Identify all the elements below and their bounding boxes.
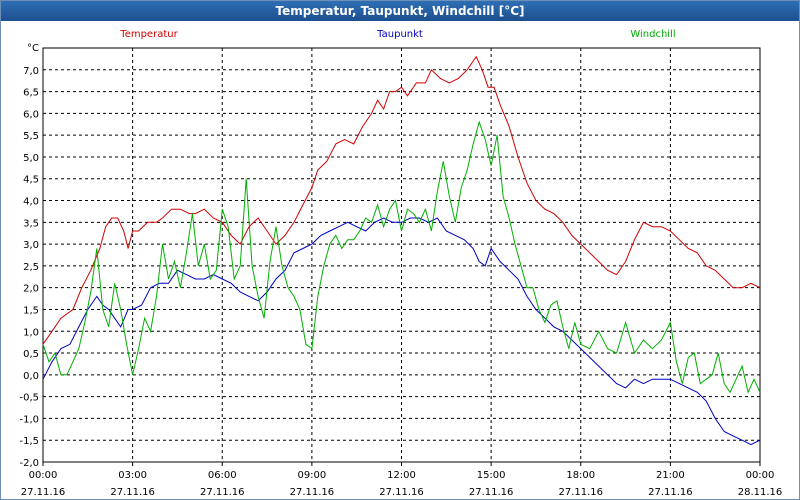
y-tick-label: 3,0 [23,240,39,251]
y-tick-label: 4,5 [23,175,39,186]
y-tick-label: 5,5 [23,131,39,142]
x-tick-date: 27.11.16 [21,487,66,498]
grid [43,48,760,463]
y-tick-label: -0,5 [19,393,39,404]
series-lines [42,55,761,446]
x-tick-date: 28.11.16 [738,487,783,498]
x-tick-date: 27.11.16 [469,487,514,498]
x-tick-date: 27.11.16 [110,487,155,498]
x-tick-time: 06:00 [208,470,237,481]
y-axis-ticks: 7,0 6,5 6,0 5,5 5,0 4,5 4,0 3,5 3,0 2,5 2,0 1,5 1,0 0… [19,66,39,469]
y-tick-label: 1,0 [23,327,39,338]
y-tick-label: 2,0 [23,284,39,295]
y-tick-label: 3,5 [23,218,39,229]
window-title: Temperatur, Taupunkt, Windchill [°C] [1,1,799,21]
x-tick-time: 15:00 [477,470,506,481]
x-tick-time: 00:00 [29,470,58,481]
y-tick-label: -1,5 [19,436,39,447]
x-tick-date: 27.11.16 [290,487,335,498]
y-tick-label: 7,0 [23,66,39,77]
legend: Temperatur Taupunkt Windchill [119,29,675,40]
legend-entry-windchill: Windchill [630,29,675,40]
y-tick-label: 1,5 [23,305,39,316]
x-axis-ticks: 00:00 27.11.16 03:00 27.11.16 06:00 27.11.16 0… [21,462,783,498]
y-tick-label: 6,0 [23,109,39,120]
y-tick-label: 2,5 [23,262,39,273]
x-tick-date: 27.11.16 [379,487,424,498]
y-axis-label: °C [27,43,39,54]
series-line-windchill [42,120,761,394]
x-tick-date: 27.11.16 [648,487,693,498]
x-tick-time: 18:00 [566,470,595,481]
series-line-taupunkt [42,217,761,446]
series-line-temperatur [42,55,761,345]
y-tick-label: 6,5 [23,88,39,99]
y-tick-label: 0,5 [23,349,39,360]
x-tick-date: 27.11.16 [558,487,603,498]
x-tick-time: 21:00 [656,470,685,481]
x-tick-time: 03:00 [118,470,147,481]
y-tick-label: 4,0 [23,197,39,208]
x-tick-time: 12:00 [387,470,416,481]
x-tick-time: 09:00 [297,470,326,481]
y-tick-label: -1,0 [19,414,39,425]
legend-entry-temperatur: Temperatur [119,29,178,40]
y-tick-label: 0,0 [23,371,39,382]
y-tick-label: 5,0 [23,153,39,164]
x-tick-time: 00:00 [746,470,775,481]
y-tick-label: -2,0 [19,458,39,469]
chart: 7,0 6,5 6,0 5,5 5,0 4,5 4,0 3,5 3,0 2,5 2,0 1,5 1,0 0… [19,29,783,498]
x-tick-date: 27.11.16 [200,487,245,498]
legend-entry-taupunkt: Taupunkt [376,29,423,40]
